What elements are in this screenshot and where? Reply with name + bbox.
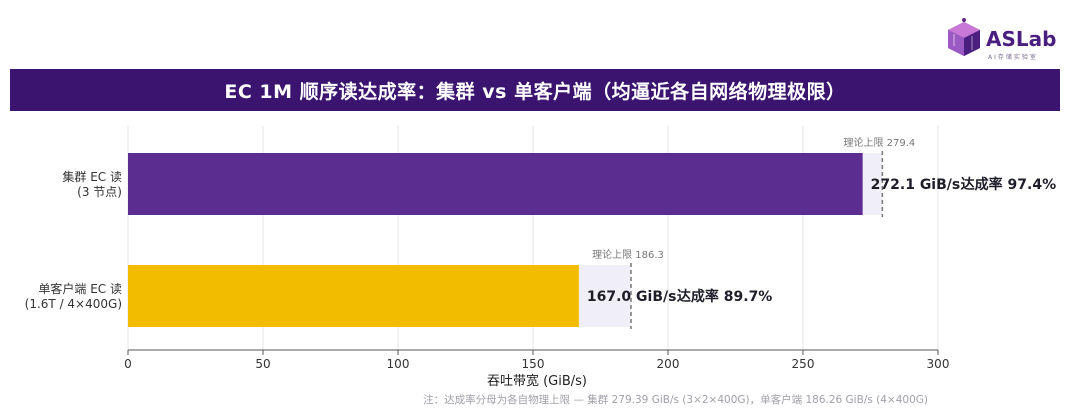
x-tick-label: 100 (387, 357, 410, 371)
value-label: 272.1 GiB/s (871, 177, 961, 193)
x-axis: 0 50 100 150 200 250 300 吞吐带宽 (GiB/s) (124, 349, 950, 389)
category-label: (3 节点) (77, 185, 122, 199)
x-tick-label: 50 (255, 357, 270, 371)
x-tick-label: 200 (657, 357, 680, 371)
bar (128, 265, 579, 327)
footnote: 注：达成率分母为各自物理上限 — 集群 279.39 GiB/s (3×2×40… (423, 394, 928, 406)
x-axis-label: 吞吐带宽 (GiB/s) (487, 373, 587, 389)
bar (128, 153, 863, 215)
x-tick-label: 0 (124, 357, 132, 371)
logo-subtitle: AI存储实验室 (988, 53, 1038, 61)
value-label: 167.0 GiB/s (587, 289, 677, 305)
rate-label: 达成率 97.4% (961, 176, 1056, 193)
bars: 理论上限 279.4 272.1 GiB/s 达成率 97.4% 集群 EC 读(3 … (25, 136, 1056, 329)
x-tick-label: 150 (522, 357, 545, 371)
chart-title: EC 1M 顺序读达成率：集群 vs 单客户端（均逼近各自网络物理极限） (10, 69, 1060, 111)
logo-text: ASLab (986, 27, 1056, 51)
category-label: 单客户端 EC 读 (38, 281, 122, 296)
category-label: 集群 EC 读 (62, 169, 122, 184)
limit-region (862, 153, 883, 215)
limit-label: 理论上限 279.4 (843, 136, 915, 149)
aslab-logo: ASLab AI存储实验室 (948, 18, 1056, 61)
x-tick-label: 300 (927, 357, 950, 371)
category-label: (1.6T / 4×400G) (25, 297, 122, 311)
limit-label: 理论上限 186.3 (592, 248, 664, 261)
logo-cube-icon (948, 18, 980, 56)
limit-region (578, 265, 632, 327)
x-tick-label: 250 (792, 357, 815, 371)
rate-label: 达成率 89.7% (677, 288, 772, 305)
